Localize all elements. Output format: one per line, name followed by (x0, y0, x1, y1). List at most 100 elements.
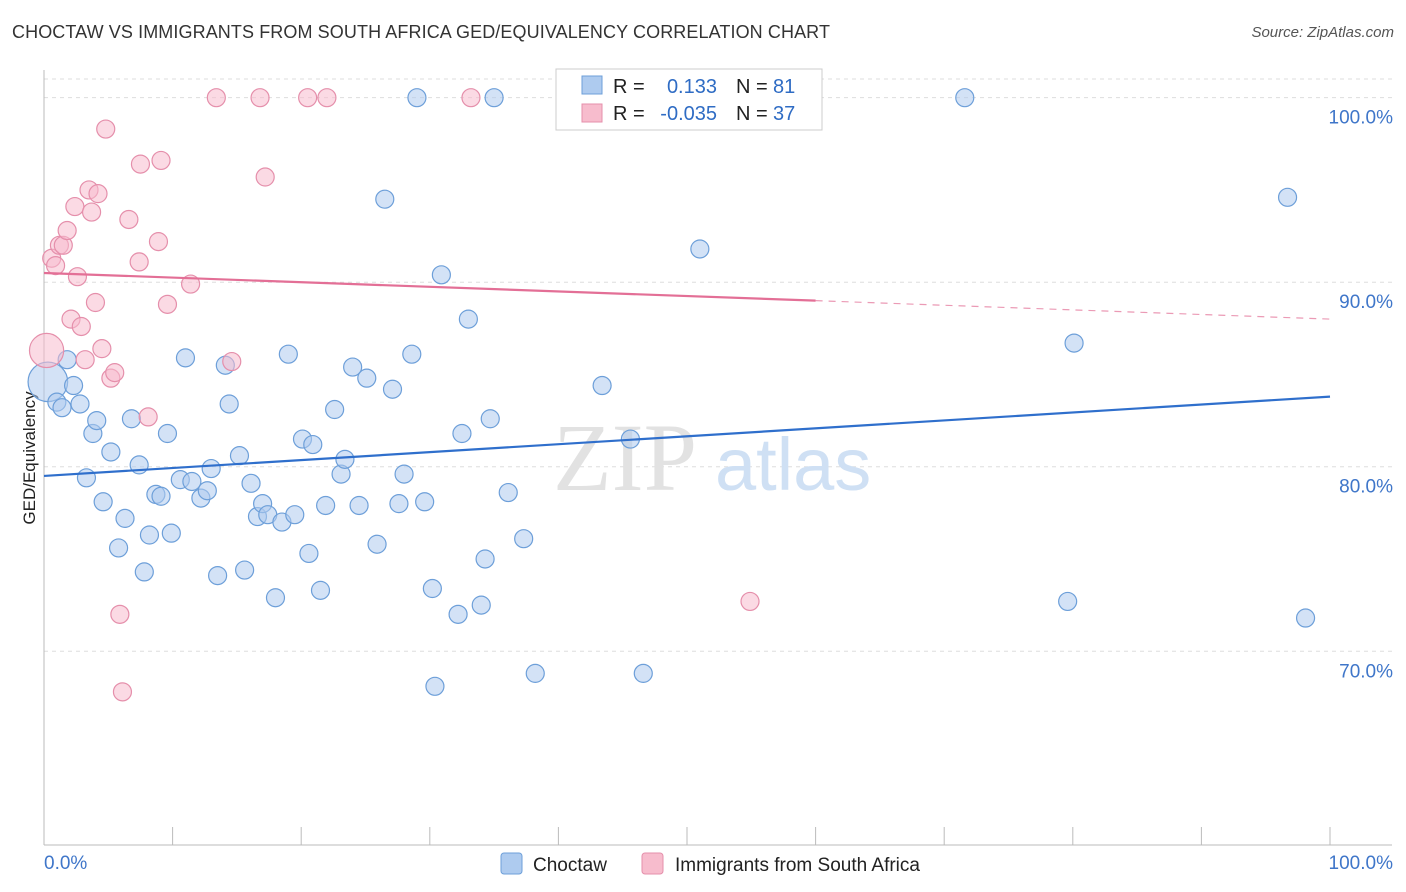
point-south-africa-33 (298, 88, 318, 108)
point-south-africa-25 (148, 232, 169, 252)
point-choctaw-26 (201, 458, 221, 479)
point-choctaw-39 (285, 505, 305, 525)
y-axis-label: GED/Equivalency (20, 391, 39, 525)
point-choctaw-62 (448, 604, 468, 624)
point-choctaw-60 (425, 676, 445, 696)
point-choctaw-15 (134, 562, 154, 582)
point-choctaw-65 (471, 595, 491, 615)
point-choctaw-43 (310, 580, 331, 600)
point-choctaw-51 (367, 534, 387, 554)
legend-n-label-1: N = (736, 76, 768, 98)
point-choctaw-75 (690, 239, 710, 259)
legend-r-label-1: R = (613, 76, 645, 98)
point-choctaw-55 (394, 464, 414, 484)
point-choctaw-70 (514, 529, 534, 549)
point-choctaw-4 (63, 375, 84, 396)
point-south-africa-27 (157, 294, 178, 314)
chart-source: Source: ZipAtlas.com (1251, 24, 1394, 41)
point-choctaw-5 (70, 394, 90, 414)
point-choctaw-50 (357, 368, 377, 388)
point-choctaw-69 (498, 482, 518, 503)
point-choctaw-58 (415, 492, 435, 512)
point-south-africa-9 (71, 316, 91, 337)
point-choctaw-76 (955, 88, 975, 108)
point-choctaw-9 (93, 492, 113, 512)
point-choctaw-38 (278, 344, 298, 364)
point-south-africa-12 (81, 202, 102, 222)
point-choctaw-32 (241, 473, 261, 493)
y-tick-label-2: 80.0% (1339, 477, 1393, 498)
point-south-africa-26 (151, 150, 171, 171)
point-choctaw-19 (157, 423, 178, 444)
point-choctaw-66 (475, 549, 495, 569)
point-south-africa-5 (57, 220, 77, 241)
data-points (27, 88, 1316, 702)
point-choctaw-79 (1277, 187, 1298, 207)
point-choctaw-8 (87, 410, 107, 431)
point-choctaw-67 (480, 409, 500, 429)
point-choctaw-74 (633, 663, 653, 683)
point-choctaw-11 (108, 538, 129, 558)
point-south-africa-32 (255, 167, 275, 187)
point-south-africa-31 (250, 88, 270, 108)
axes (43, 70, 1392, 846)
point-south-africa-30 (222, 351, 242, 372)
point-south-africa-29 (206, 88, 226, 108)
bottom-legend-choctaw: Choctaw (533, 855, 607, 876)
point-choctaw-63 (452, 423, 472, 444)
point-choctaw-23 (182, 471, 202, 492)
watermark: ZIP atlas (553, 404, 871, 511)
point-choctaw-6 (76, 468, 97, 488)
point-choctaw-52 (375, 189, 395, 209)
bottom-legend-swatch-south-africa (641, 852, 664, 875)
legend-swatch-choctaw (581, 75, 603, 95)
point-south-africa-7 (65, 196, 85, 217)
x-ticks (43, 827, 1331, 845)
legend-n-value-1: 81 (773, 76, 795, 98)
point-choctaw-2 (52, 398, 72, 418)
point-south-africa-28 (181, 274, 201, 294)
point-choctaw-78 (1064, 333, 1084, 353)
bottom-legend-swatch-choctaw (500, 852, 523, 875)
point-choctaw-13 (121, 409, 142, 429)
point-south-africa-24 (138, 407, 158, 427)
point-south-africa-8 (67, 267, 88, 287)
point-south-africa-22 (129, 252, 149, 272)
trend-lines (43, 271, 1331, 478)
legend: R = 0.133 N = 81 R = -0.035 N = 37 (555, 68, 823, 131)
point-south-africa-15 (92, 339, 112, 359)
point-south-africa-23 (130, 154, 151, 174)
trend-line-choctaw (43, 395, 1331, 478)
legend-swatch-south-africa (581, 103, 603, 123)
bottom-legend-south-africa: Immigrants from South Africa (675, 855, 920, 876)
point-south-africa-34 (317, 88, 337, 108)
trend-line-south-africa-extension (815, 300, 1331, 320)
x-tick-label-min: 0.0% (44, 853, 87, 874)
chart-title: CHOCTAW VS IMMIGRANTS FROM SOUTH AFRICA … (12, 22, 831, 42)
point-choctaw-18 (151, 486, 171, 506)
point-choctaw-72 (592, 375, 612, 396)
point-choctaw-59 (422, 578, 442, 599)
legend-r-label-2: R = (613, 103, 645, 125)
legend-r-value-1: 0.133 (667, 76, 717, 98)
point-choctaw-10 (101, 442, 121, 462)
point-choctaw-25 (197, 481, 217, 501)
point-choctaw-22 (175, 348, 196, 368)
point-choctaw-56 (402, 344, 422, 364)
point-south-africa-21 (119, 209, 139, 230)
bottom-legend: Choctaw Immigrants from South Africa (500, 852, 920, 876)
point-choctaw-31 (235, 560, 255, 580)
point-south-africa-2 (45, 255, 66, 276)
watermark-atlas: atlas (715, 423, 871, 506)
point-choctaw-57 (407, 88, 427, 108)
point-choctaw-45 (325, 399, 345, 420)
point-choctaw-16 (139, 525, 160, 545)
y-tick-label-3: 70.0% (1339, 661, 1393, 682)
point-choctaw-12 (115, 508, 135, 528)
point-choctaw-61 (431, 265, 451, 285)
y-tick-labels: 100.0% 90.0% 80.0% 70.0% (1329, 108, 1394, 683)
point-south-africa-35 (461, 88, 481, 108)
point-choctaw-42 (303, 434, 323, 455)
point-choctaw-47 (335, 449, 355, 469)
point-south-africa-36 (740, 591, 760, 612)
